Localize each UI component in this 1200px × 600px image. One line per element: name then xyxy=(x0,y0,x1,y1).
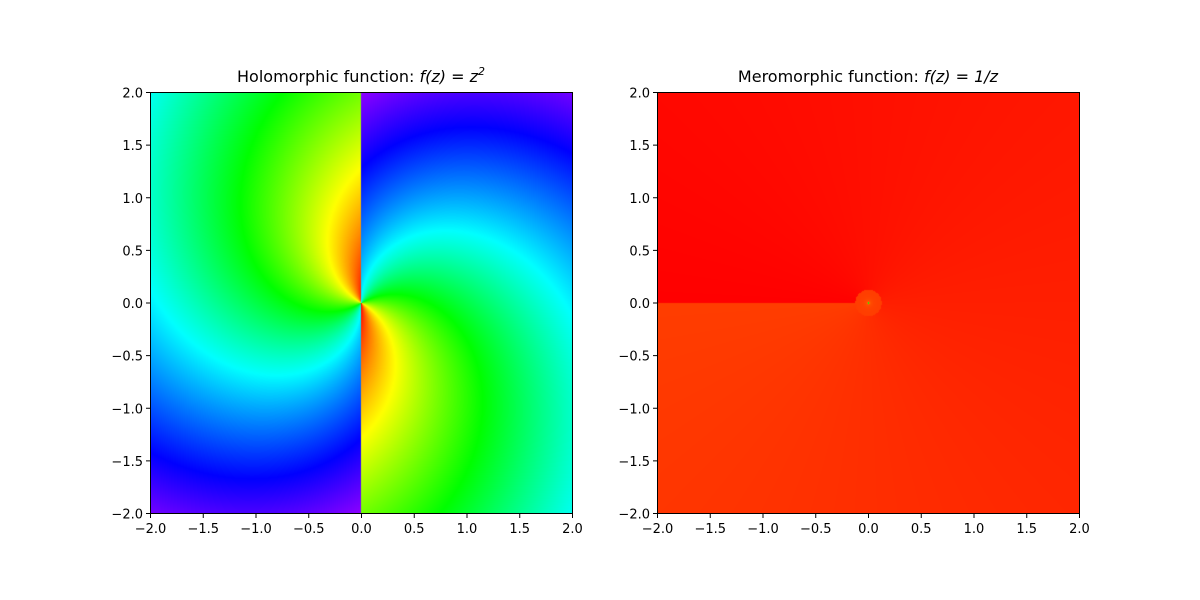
x-tick-label: 2.0 xyxy=(562,522,583,537)
y-tick-label: 1.5 xyxy=(629,139,650,154)
heatmap-meromorphic xyxy=(657,92,1080,514)
x-tick-label: 2.0 xyxy=(1069,522,1090,537)
plot-meromorphic: Meromorphic function: f(z) = 1/z −2.0 −1.… xyxy=(618,67,1089,537)
y-tick-label: 2.0 xyxy=(629,87,650,102)
plot-holomorphic: Holomorphic function: f(z) = z2 −2.0 −1.5… xyxy=(111,65,582,537)
y-tick-label: 1.0 xyxy=(629,192,650,207)
y-tick-label: 1.5 xyxy=(122,139,143,154)
x-tick-label: −1.5 xyxy=(187,522,219,537)
x-tick-label: 1.5 xyxy=(1016,522,1037,537)
x-tick-label: −1.0 xyxy=(747,522,779,537)
y-tick-label: −1.0 xyxy=(111,402,143,417)
x-tick-label: −0.5 xyxy=(293,522,325,537)
x-tick-label: −2.0 xyxy=(642,522,674,537)
axes-frame-holomorphic xyxy=(150,92,573,514)
x-tick-label: −2.0 xyxy=(135,522,167,537)
y-tick-label: −2.0 xyxy=(618,508,650,523)
y-tick-label: 0.0 xyxy=(629,297,650,312)
y-tick-label: −2.0 xyxy=(111,508,143,523)
x-tick-label: 1.0 xyxy=(964,522,985,537)
x-tick-label: 0.5 xyxy=(911,522,932,537)
y-tick-label: 1.0 xyxy=(122,192,143,207)
x-axis-meromorphic: −2.0 −1.5 −1.0 −0.5 0.0 0.5 1.0 1.5 2.0 xyxy=(642,514,1090,537)
y-tick-label: 2.0 xyxy=(122,87,143,102)
y-tick-label: 0.5 xyxy=(629,244,650,259)
heatmap-holomorphic xyxy=(150,92,573,514)
x-tick-label: 0.0 xyxy=(351,522,372,537)
x-tick-label: 1.0 xyxy=(457,522,478,537)
x-tick-label: −1.5 xyxy=(694,522,726,537)
y-tick-label: 0.0 xyxy=(122,297,143,312)
x-tick-label: −1.0 xyxy=(240,522,272,537)
x-tick-label: −0.5 xyxy=(800,522,832,537)
y-tick-label: −1.5 xyxy=(618,455,650,470)
y-tick-label: −0.5 xyxy=(111,350,143,365)
y-axis-meromorphic: 2.0 1.5 1.0 0.5 0.0 −0.5 −1.0 −1.5 −2.0 xyxy=(618,87,657,523)
x-tick-label: 0.5 xyxy=(404,522,425,537)
y-tick-label: −1.0 xyxy=(618,402,650,417)
y-tick-label: −0.5 xyxy=(618,350,650,365)
chart-title-holomorphic: Holomorphic function: f(z) = z2 xyxy=(237,65,485,86)
chart-title-meromorphic: Meromorphic function: f(z) = 1/z xyxy=(738,67,999,86)
y-axis-holomorphic: 2.0 1.5 1.0 0.5 0.0 −0.5 −1.0 −1.5 −2.0 xyxy=(111,87,150,523)
x-axis-holomorphic: −2.0 −1.5 −1.0 −0.5 0.0 0.5 1.0 1.5 2.0 xyxy=(135,514,583,537)
x-tick-label: 0.0 xyxy=(858,522,879,537)
y-tick-label: 0.5 xyxy=(122,244,143,259)
axes-frame-meromorphic xyxy=(657,92,1080,514)
x-tick-label: 1.5 xyxy=(509,522,530,537)
y-tick-label: −1.5 xyxy=(111,455,143,470)
